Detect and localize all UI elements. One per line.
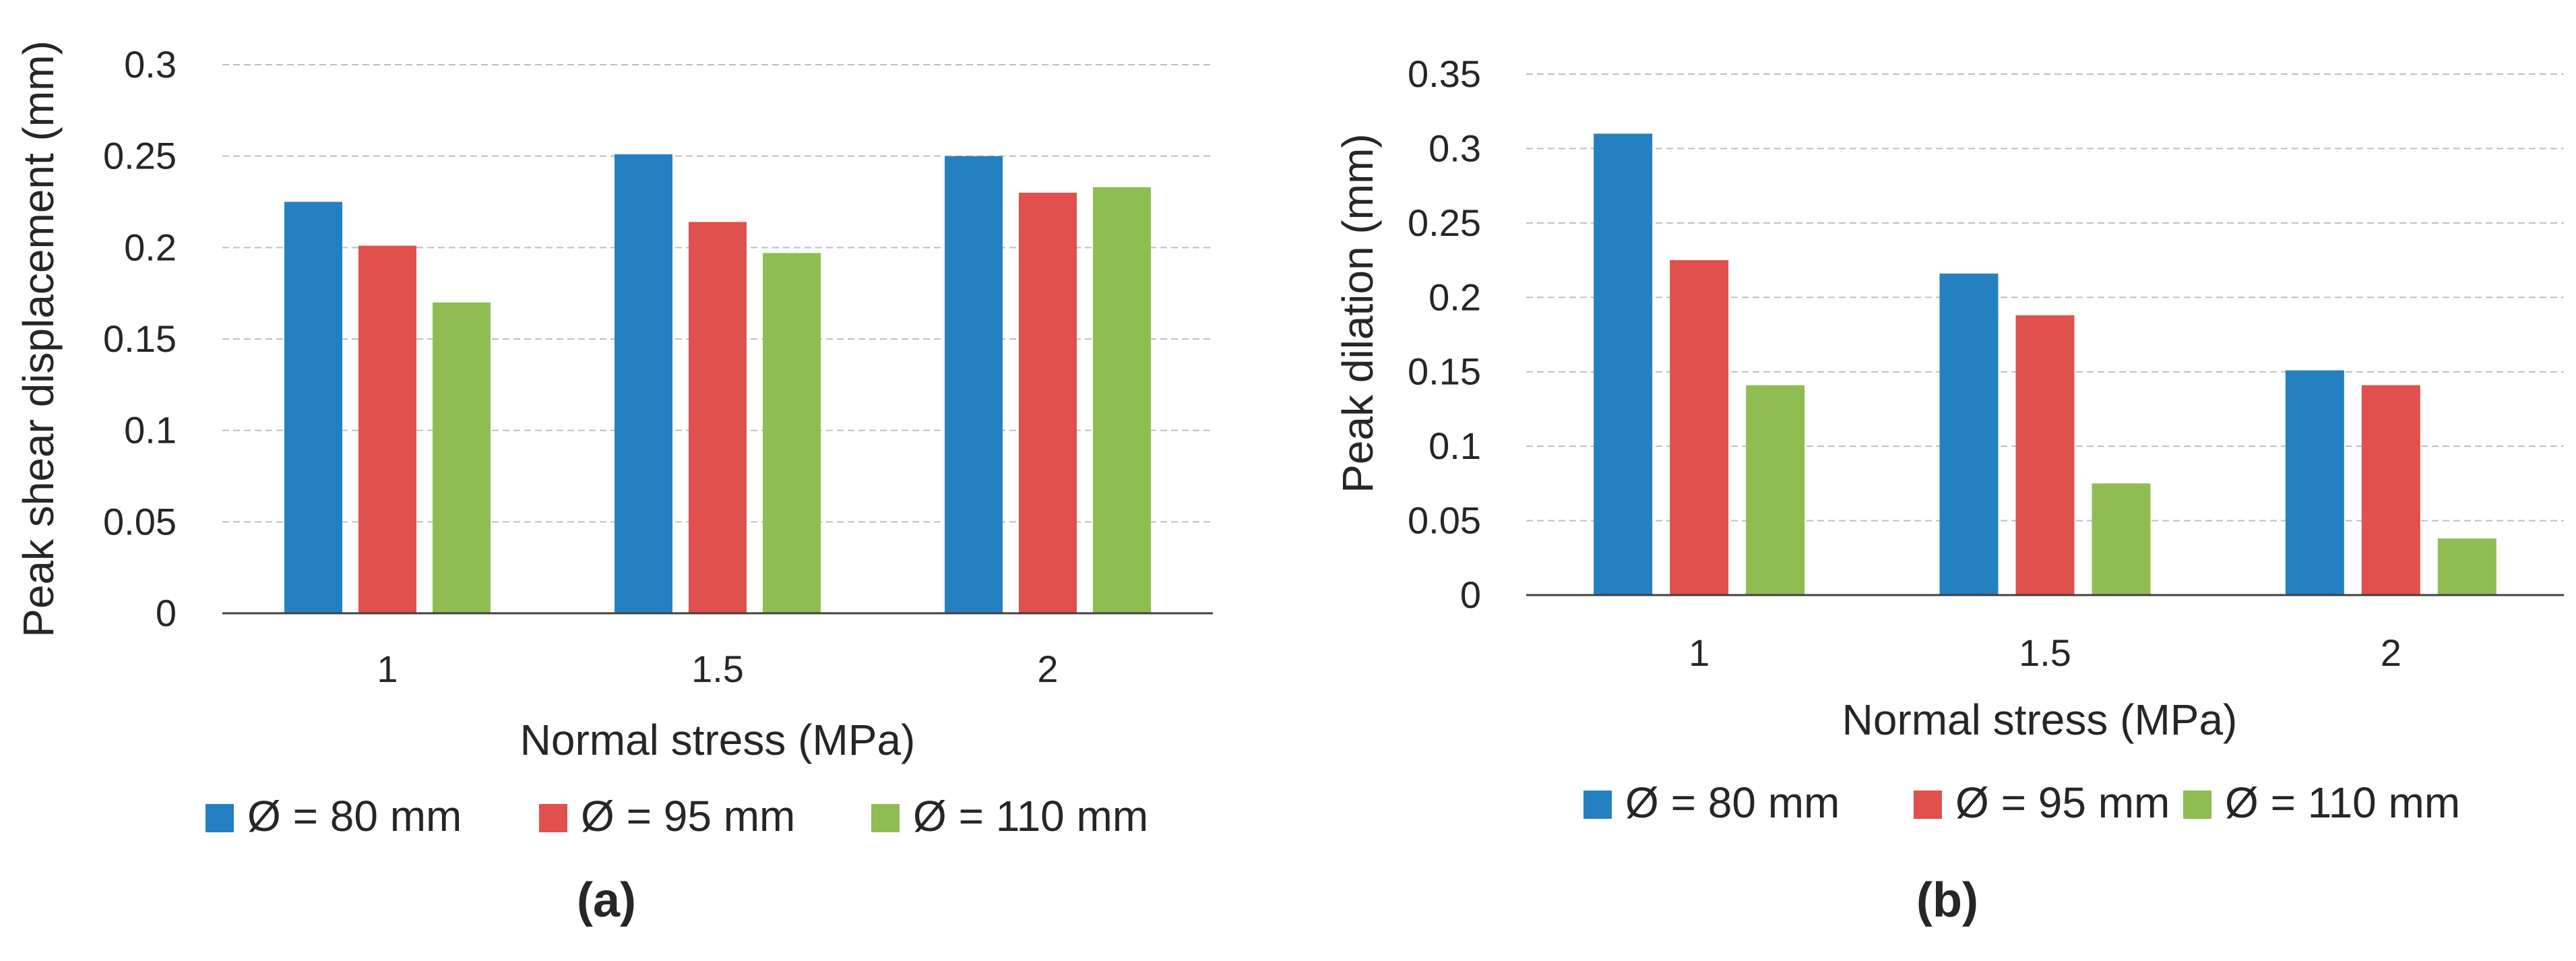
legend-label-a-1: Ø = 80 mm (247, 792, 462, 840)
bars-b (1594, 133, 2496, 596)
legend-a: Ø = 80 mm Ø = 95 mm Ø = 110 mm (206, 792, 1148, 840)
bar-a-series2-cat3 (1019, 192, 1077, 613)
y-tick-label-b: 0.1 (1428, 425, 1481, 467)
bar-b-series3-cat3 (2437, 538, 2496, 595)
bar-b-series1-cat3 (2285, 370, 2344, 595)
y-tick-label-b: 0 (1460, 574, 1481, 616)
bar-b-series2-cat2 (2015, 315, 2075, 595)
panel-label-b: (b) (1916, 873, 1978, 927)
legend-swatch-b-2 (1914, 790, 1942, 819)
legend-label-b-2: Ø = 95 mm (1955, 778, 2170, 827)
bar-b-series3-cat1 (1746, 385, 1805, 595)
x-tick-labels-a: 1 1.5 2 (377, 648, 1058, 690)
y-tick-label-b: 0.15 (1408, 350, 1481, 393)
bar-a-series1-cat2 (615, 154, 672, 613)
panel-label-a: (a) (577, 873, 636, 927)
legend-swatch-a-1 (206, 804, 234, 832)
bar-a-series3-cat2 (763, 253, 821, 613)
bar-b-series3-cat2 (2092, 483, 2151, 595)
y-tick-label-a: 0 (156, 592, 177, 634)
y-tick-label-a: 0.3 (124, 43, 177, 86)
y-axis-title-a: Peak shear displacement (mm) (14, 40, 63, 638)
y-tick-label-a: 0.05 (103, 500, 177, 542)
y-tick-label-a: 0.1 (124, 409, 177, 452)
legend-swatch-a-2 (539, 804, 567, 832)
y-tick-label-b: 0.3 (1428, 127, 1481, 169)
bar-a-series1-cat3 (945, 156, 1003, 613)
y-tick-label-b: 0.25 (1408, 202, 1481, 244)
legend-label-b-1: Ø = 80 mm (1625, 778, 1840, 827)
y-tick-label-a: 0.2 (124, 226, 177, 268)
bar-b-series1-cat2 (1939, 273, 1999, 595)
bars-a (284, 154, 1151, 613)
x-tick-labels-b: 1 1.5 2 (1689, 631, 2401, 674)
y-tick-label-a: 0.25 (103, 135, 177, 177)
y-tick-label-b: 0.2 (1428, 276, 1481, 318)
legend-swatch-b-1 (1583, 790, 1612, 819)
bar-a-series1-cat1 (284, 202, 342, 613)
chart-panel-b: 00.050.10.150.20.250.30.35 1 1.5 2 Peak di… (1333, 53, 2564, 927)
chart-panel-a: 00.050.10.150.20.250.3 1 1.5 2 Peak shear … (14, 40, 1213, 927)
bar-a-series3-cat1 (433, 302, 491, 613)
legend-label-a-3: Ø = 110 mm (913, 792, 1148, 840)
x-tick-label-a: 1 (377, 648, 398, 690)
legend-b: Ø = 80 mm Ø = 95 mm Ø = 110 mm (1583, 778, 2460, 827)
x-axis-title-a: Normal stress (MPa) (520, 716, 916, 764)
bar-a-series2-cat2 (689, 222, 747, 613)
legend-label-b-3: Ø = 110 mm (2225, 778, 2460, 827)
x-tick-label-b: 1 (1689, 631, 1709, 674)
bar-b-series1-cat1 (1594, 133, 1653, 596)
legend-swatch-a-3 (871, 804, 900, 832)
bar-b-series2-cat1 (1670, 260, 1729, 595)
legend-label-a-2: Ø = 95 mm (581, 792, 795, 840)
y-tick-labels-b: 0 0.05 0.1 0.15 0.2 0.25 0.3 0.35 (1408, 53, 1481, 616)
x-tick-label-a: 1.5 (691, 648, 744, 690)
legend-swatch-b-3 (2183, 790, 2211, 819)
x-tick-label-b: 2 (2381, 631, 2401, 674)
x-tick-label-a: 2 (1037, 648, 1058, 690)
bar-a-series3-cat3 (1093, 187, 1151, 613)
bar-a-series2-cat1 (358, 245, 416, 613)
bar-b-series2-cat3 (2361, 385, 2420, 595)
x-tick-label-b: 1.5 (2019, 631, 2071, 674)
y-tick-labels-a: 0 0.05 0.1 0.15 0.2 0.25 0.3 (103, 43, 177, 634)
y-tick-label-b: 0.05 (1408, 499, 1481, 542)
x-axis-title-b: Normal stress (MPa) (1842, 695, 2238, 744)
y-tick-label-b: 0.35 (1408, 53, 1481, 95)
y-axis-title-b: Peak dilation (mm) (1333, 133, 1382, 493)
y-tick-label-a: 0.15 (103, 317, 177, 360)
